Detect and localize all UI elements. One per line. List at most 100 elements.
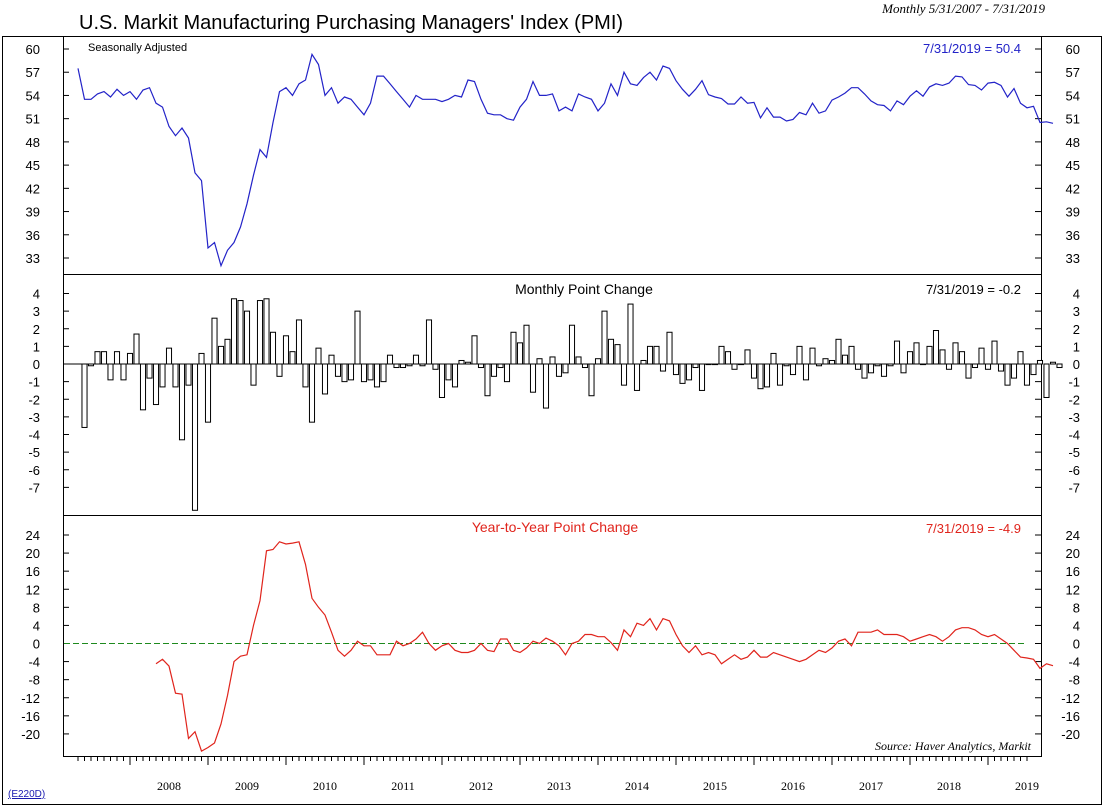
- yoy-ytick-label-right: 20: [1066, 546, 1080, 561]
- monthly-change-bar: [1023, 363, 1031, 386]
- monthly-ytick-label-right: -2: [1068, 392, 1080, 407]
- x-axis: 2008 2009 2010 2011 2012 2013 2014 2015 2016 2017…: [77, 757, 1039, 793]
- monthly-change-bar: [802, 363, 810, 381]
- pmi-y-axis-left: 60 57 54 51 48 45 42 39 36 33: [26, 42, 69, 266]
- date-range-label: Monthly 5/31/2007 - 7/31/2019: [881, 1, 1045, 16]
- monthly-change-bar: [737, 363, 745, 366]
- monthly-change-bar: [991, 340, 998, 365]
- pmi-ytick-label-right: 45: [1066, 158, 1080, 173]
- monthly-change-bar: [269, 331, 277, 365]
- monthly-change-bar: [321, 363, 329, 395]
- monthly-change-bar: [789, 363, 797, 376]
- pmi-ytick-label-left: 45: [26, 158, 40, 173]
- monthly-change-bar: [549, 356, 556, 365]
- yoy-ytick-label-right: 12: [1066, 582, 1080, 597]
- pmi-ytick-label-right: 39: [1066, 205, 1080, 220]
- yoy-plot-area: [64, 541, 1054, 752]
- monthly-change-bar: [627, 303, 634, 365]
- pmi-plot-area: [77, 52, 1054, 268]
- monthly-change-bar: [133, 333, 140, 365]
- x-year-label: 2013: [547, 779, 571, 793]
- monthly-change-bar: [380, 363, 387, 383]
- monthly-change-bar: [731, 363, 738, 370]
- monthly-change-bar: [854, 363, 862, 370]
- monthly-change-bar: [458, 359, 465, 365]
- monthly-change-bar: [984, 363, 992, 370]
- monthly-change-bar: [438, 363, 446, 398]
- monthly-change-bar: [744, 349, 751, 365]
- monthly-change-bar: [666, 331, 673, 365]
- monthly-change-bar: [874, 363, 881, 367]
- yoy-ytick-label-left: -8: [28, 673, 40, 688]
- monthly-change-bar: [880, 363, 888, 377]
- yoy-latest-annotation: 7/31/2019 = -4.9: [926, 521, 1021, 536]
- monthly-change-bar: [861, 363, 868, 379]
- x-year-label: 2018: [937, 779, 961, 793]
- monthly-change-bar: [607, 338, 615, 365]
- monthly-change-bar: [939, 349, 946, 365]
- yoy-ytick-label-right: -16: [1061, 709, 1080, 724]
- pmi-ytick-label-right: 54: [1066, 88, 1080, 103]
- monthly-change-bar: [763, 363, 771, 388]
- pmi-ytick-label-left: 51: [26, 112, 40, 127]
- monthly-change-bar: [679, 363, 686, 384]
- monthly-change-bar: [282, 335, 290, 365]
- monthly-change-bar: [328, 354, 335, 365]
- monthly-change-bar: [191, 363, 199, 511]
- monthly-ytick-label-left: 2: [33, 322, 40, 337]
- monthly-change-bar: [1036, 359, 1044, 365]
- monthly-change-bar: [412, 354, 420, 365]
- monthly-change-bar: [919, 363, 927, 366]
- monthly-ytick-label-left: -5: [28, 445, 40, 460]
- pmi-ytick-label-left: 42: [26, 181, 40, 196]
- monthly-ytick-label-left: 3: [33, 304, 40, 319]
- panel-pmi: Seasonally Adjusted 7/31/2019 = 50.4 60 5…: [26, 36, 1080, 275]
- monthly-change-bar: [81, 363, 88, 428]
- monthly-change-bar: [471, 335, 478, 365]
- monthly-change-bar: [360, 363, 368, 383]
- monthly-change-bar: [204, 363, 212, 423]
- monthly-change-bar: [94, 351, 101, 365]
- monthly-change-bar: [172, 363, 179, 388]
- pmi-series-line: [77, 52, 1054, 268]
- monthly-change-bar: [230, 298, 238, 365]
- monthly-change-bar: [354, 310, 361, 365]
- monthly-change-bar: [484, 363, 491, 397]
- monthly-change-bar: [315, 347, 322, 365]
- monthly-ytick-label-right: 2: [1073, 322, 1080, 337]
- monthly-change-bar: [757, 363, 764, 390]
- yoy-ytick-label-right: 24: [1066, 528, 1080, 543]
- yoy-ytick-label-right: -8: [1068, 673, 1080, 688]
- monthly-change-bar: [906, 351, 914, 365]
- monthly-change-bar: [159, 363, 166, 388]
- monthly-change-bar: [711, 363, 719, 366]
- yoy-ytick-label-right: 0: [1073, 637, 1080, 652]
- x-year-label: 2011: [391, 779, 415, 793]
- monthly-change-bar: [464, 361, 472, 365]
- monthly-y-axis-left: 4 3 2 1 0 -1 -2 -3 -4 -5 -6 -7: [28, 287, 69, 495]
- monthly-ytick-label-right: -1: [1068, 375, 1080, 390]
- monthly-change-bar: [997, 363, 1005, 372]
- monthly-change-bar: [828, 359, 836, 365]
- monthly-change-bar: [841, 354, 849, 365]
- monthly-ytick-label-left: -2: [28, 392, 40, 407]
- monthly-change-bar: [185, 363, 192, 386]
- yoy-y-axis-left: 24 20 16 12 8 4 0 -4 -8 -12 -16 -20: [21, 528, 69, 742]
- yoy-ytick-label-left: 0: [33, 637, 40, 652]
- monthly-change-bar: [406, 363, 413, 367]
- monthly-change-bar: [601, 310, 608, 365]
- pmi-ytick-label-right: 36: [1066, 228, 1080, 243]
- monthly-change-bar: [867, 363, 875, 374]
- yoy-ytick-label-left: 16: [26, 564, 40, 579]
- yoy-y-axis-right: 24 20 16 12 8 4 0 -4 -8 -12 -16 -20: [1035, 528, 1080, 742]
- chart-code-link[interactable]: (E220D): [8, 789, 46, 800]
- monthly-change-bar: [503, 363, 511, 383]
- pmi-ytick-label-left: 54: [26, 88, 40, 103]
- monthly-change-bar: [211, 317, 218, 365]
- x-year-label: 2017: [859, 779, 883, 793]
- pmi-ytick-label-left: 39: [26, 205, 40, 220]
- monthly-change-bar: [243, 310, 251, 365]
- chart-title: U.S. Markit Manufacturing Purchasing Man…: [79, 12, 623, 34]
- monthly-change-bar: [633, 363, 641, 391]
- monthly-latest-annotation: 7/31/2019 = -0.2: [926, 282, 1021, 297]
